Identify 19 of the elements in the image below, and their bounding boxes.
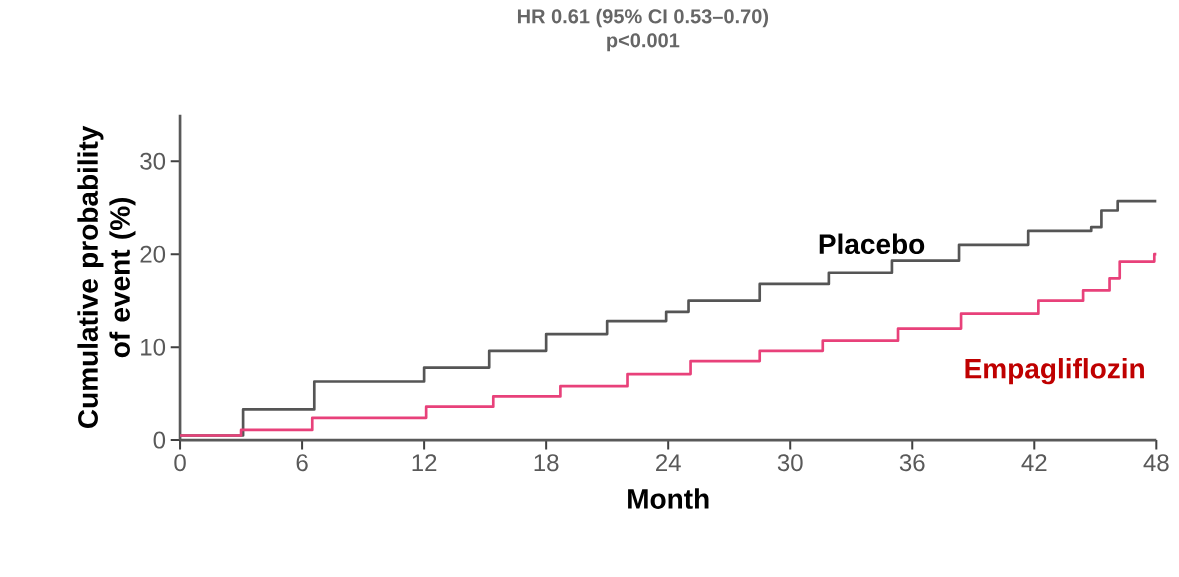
y-tick-label: 20 <box>140 245 166 263</box>
y-tick-label: 30 <box>140 152 166 170</box>
y-axis-title: Cumulative probability of event (%) <box>77 125 136 428</box>
series-label: Empagliflozin <box>965 357 1144 385</box>
x-tick-label: 48 <box>1143 453 1169 471</box>
chart-title: HR 0.61 (95% CI 0.53–0.70) <box>517 8 769 28</box>
x-tick-label: 12 <box>412 453 437 471</box>
x-tick-label: 42 <box>1021 453 1047 471</box>
chart-subtitle: p<0.001 <box>607 33 680 52</box>
series-label: Placebo <box>819 233 925 254</box>
x-tick-label: 24 <box>656 453 681 471</box>
x-tick-label: 36 <box>899 453 925 471</box>
y-tick-label: 0 <box>153 431 166 449</box>
x-tick-label: 6 <box>296 453 308 471</box>
x-tick-label: 18 <box>534 453 559 471</box>
y-tick-label: 10 <box>141 338 166 356</box>
x-tick-label: 30 <box>777 453 803 471</box>
x-tick-label: 0 <box>174 453 186 471</box>
x-axis-title: Month <box>628 488 709 509</box>
